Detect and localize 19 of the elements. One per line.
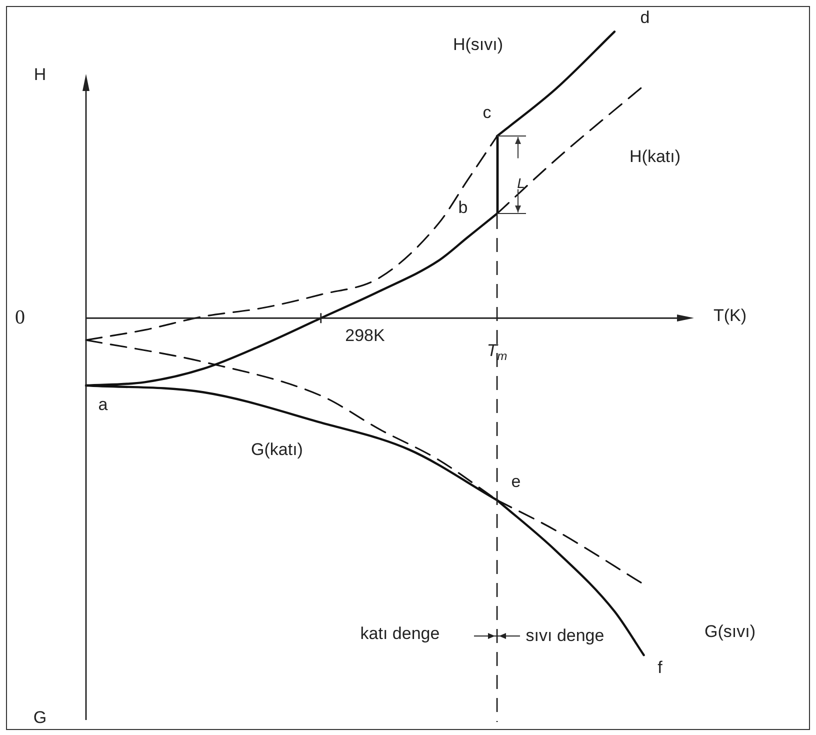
annotation: c: [482, 103, 492, 123]
annotation: L: [517, 175, 525, 191]
annotation: G(katı): [251, 440, 303, 460]
annotation: T$_{m}$: [486, 340, 508, 364]
annotation: a: [98, 395, 108, 415]
annotation: H(katı): [630, 147, 680, 167]
y-axis-title: H: [34, 65, 46, 85]
annotation: 298K: [345, 326, 385, 346]
text: f: [658, 658, 662, 678]
text: 0: [15, 306, 25, 330]
text: G: [33, 708, 47, 728]
text: G(sıvı): [704, 622, 756, 642]
text: d: [640, 8, 650, 28]
annotation: katı denge: [360, 624, 440, 644]
annotation: H(sıvı): [452, 35, 504, 55]
annotation: sıvı denge: [526, 626, 604, 646]
annotation: b: [458, 198, 468, 218]
x-axis-title: T(K): [713, 306, 747, 326]
annotation: e: [511, 472, 521, 492]
